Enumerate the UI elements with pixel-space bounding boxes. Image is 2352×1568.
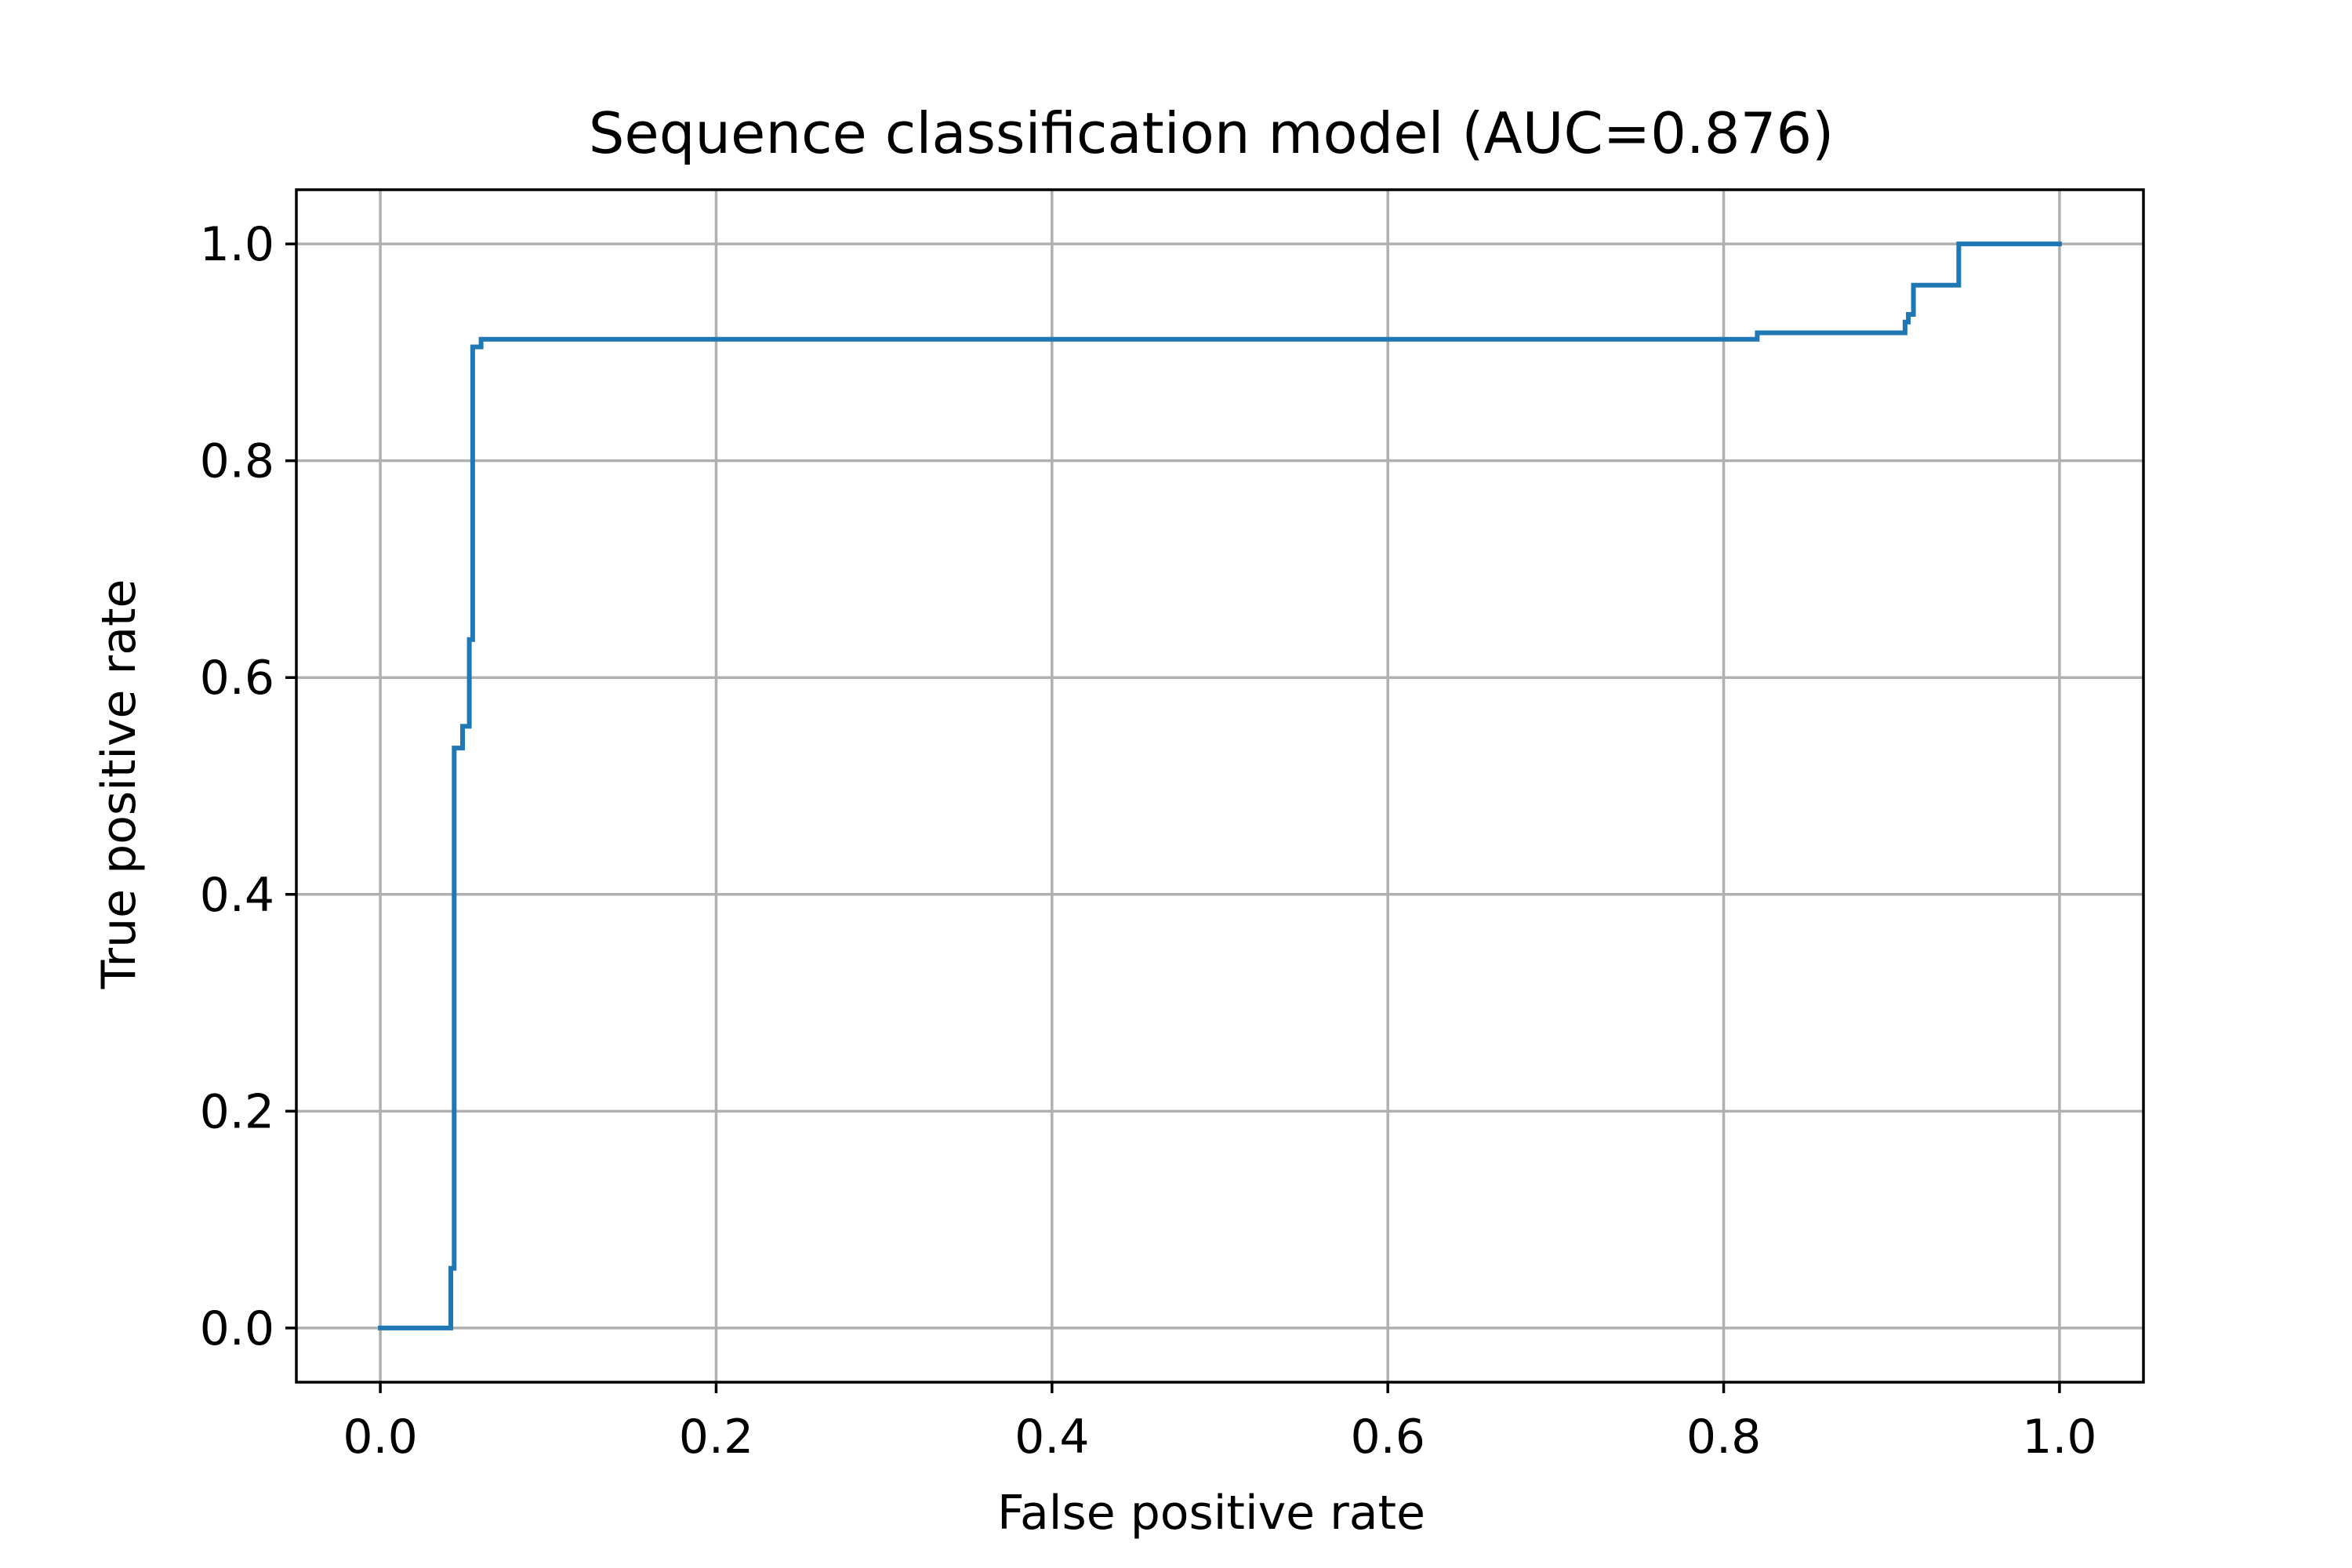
y-tick-label: 1.0: [200, 217, 274, 272]
x-tick-label: 0.6: [1350, 1410, 1425, 1465]
x-tick-label: 0.4: [1014, 1410, 1089, 1465]
y-tick-label: 0.2: [200, 1084, 274, 1139]
y-axis-ticks: 0.0 0.2 0.4 0.6 0.8 1.0: [200, 217, 296, 1356]
plot-series: [378, 241, 2062, 1330]
x-tick-label: 0.8: [1686, 1410, 1761, 1465]
grid-lines: [296, 190, 2143, 1382]
y-tick-label: 0.8: [200, 434, 274, 489]
y-tick-label: 0.6: [200, 651, 274, 706]
y-tick-label: 0.0: [200, 1301, 274, 1356]
y-tick-label: 0.4: [200, 868, 274, 923]
x-tick-label: 0.0: [343, 1410, 417, 1465]
x-axis-ticks: 0.0 0.2 0.4 0.6 0.8 1.0: [343, 1382, 2097, 1465]
x-axis-label: False positive rate: [997, 1486, 1425, 1541]
roc-curve-line: [378, 241, 2062, 1330]
y-axis-label: True positive rate: [92, 579, 147, 990]
x-tick-label: 0.2: [679, 1410, 753, 1465]
chart-title: Sequence classification model (AUC=0.876…: [589, 100, 1835, 166]
plot-frame: [295, 188, 2145, 1384]
x-tick-label: 1.0: [2022, 1410, 2096, 1465]
